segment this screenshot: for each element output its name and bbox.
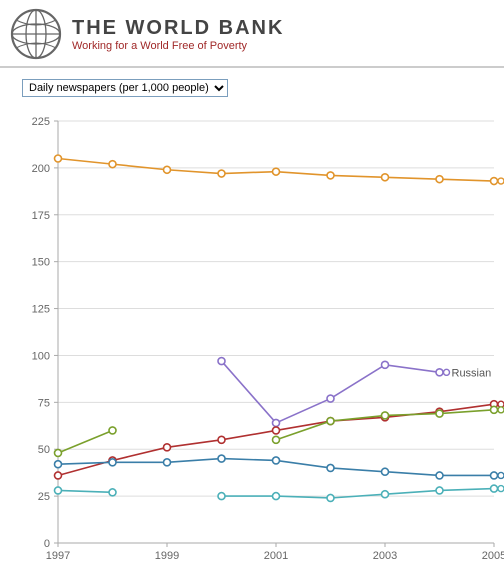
svg-text:2005: 2005: [482, 550, 504, 562]
site-tagline: Working for a World Free of Poverty: [72, 40, 284, 52]
svg-text:150: 150: [32, 257, 50, 269]
svg-text:2001: 2001: [264, 550, 288, 562]
svg-text:50: 50: [38, 444, 50, 456]
svg-text:100: 100: [32, 350, 50, 362]
svg-text:175: 175: [32, 210, 50, 222]
line-chart: 0 25 50 75 100 125 150 175 200 225 1997 1999 2001 200…: [0, 103, 504, 573]
site-title: THE WORLD BANK: [72, 17, 284, 40]
svg-text:0: 0: [44, 538, 50, 550]
header: THE WORLD BANK Working for a World Free …: [0, 0, 504, 68]
title-block: THE WORLD BANK Working for a World Free …: [72, 17, 284, 52]
indicator-select[interactable]: Daily newspapers (per 1,000 people): [22, 79, 228, 97]
world-bank-logo-icon: [10, 8, 62, 60]
chart-container: 0 25 50 75 100 125 150 175 200 225 1997 1999 2001 200…: [0, 103, 504, 573]
svg-text:1999: 1999: [155, 550, 179, 562]
svg-text:225: 225: [32, 116, 50, 128]
svg-text:25: 25: [38, 491, 50, 503]
svg-text:Russian: Russian: [452, 367, 492, 379]
controls-bar: Daily newspapers (per 1,000 people): [0, 68, 504, 103]
svg-text:200: 200: [32, 163, 50, 175]
svg-text:75: 75: [38, 397, 50, 409]
svg-text:1997: 1997: [46, 550, 70, 562]
svg-text:2003: 2003: [373, 550, 397, 562]
svg-text:125: 125: [32, 304, 50, 316]
